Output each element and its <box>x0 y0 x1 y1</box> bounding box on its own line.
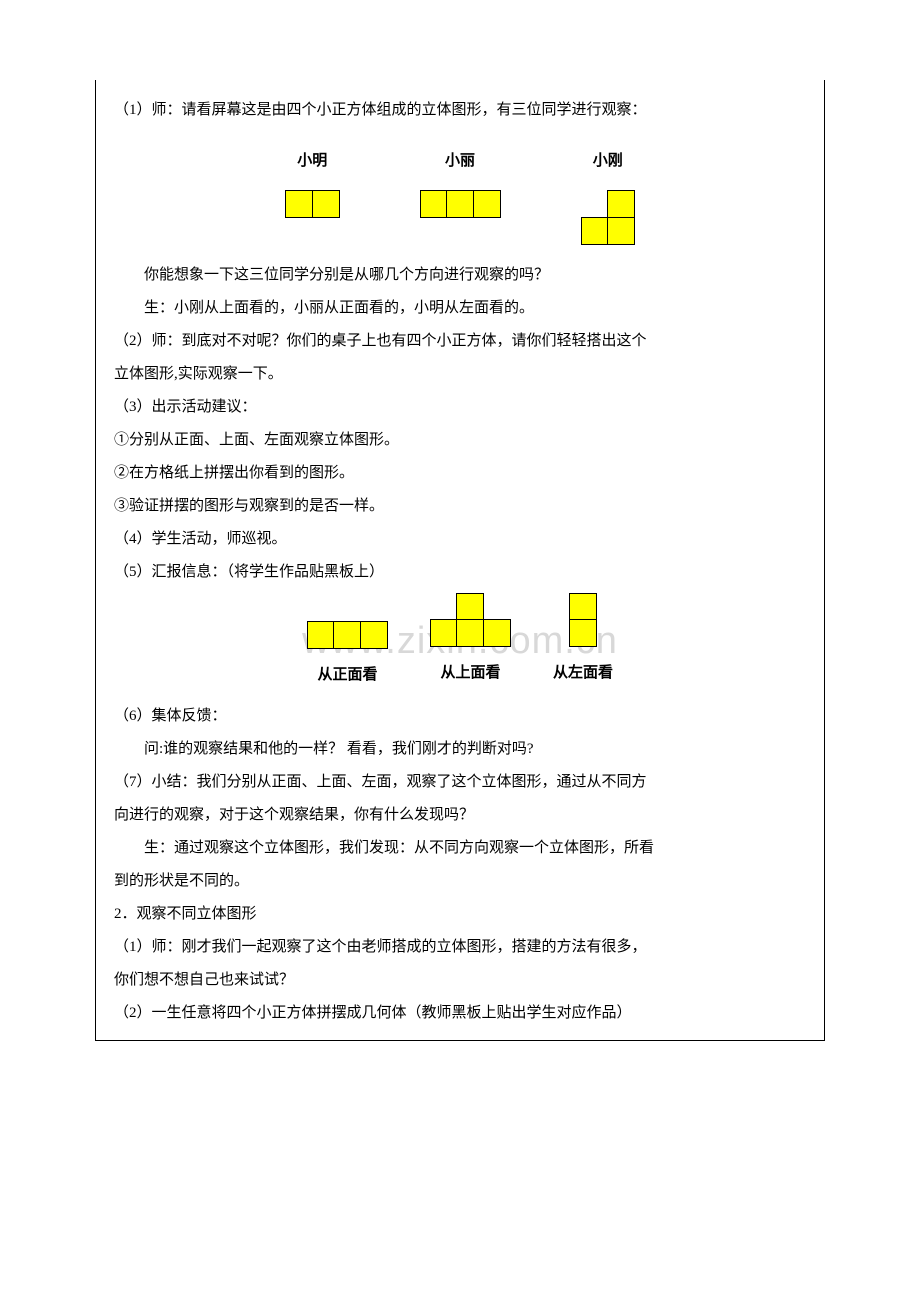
grid-xiaoming <box>285 190 340 218</box>
text-line: 到的形状是不同的。 <box>114 865 806 898</box>
shape-left: 从左面看 <box>553 593 613 692</box>
text-line: （6）集体反馈： <box>114 700 806 733</box>
text-line: 生：小刚从上面看的，小丽从正面看的，小明从左面看的。 <box>114 292 806 325</box>
grid-cell <box>446 190 474 218</box>
text-line: 2．观察不同立体图形 <box>114 898 806 931</box>
grid-cell <box>420 190 448 218</box>
label-left: 从左面看 <box>553 657 613 690</box>
text-line: （1）师：请看屏幕这是由四个小正方体组成的立体图形，有三位同学进行观察： <box>114 94 806 127</box>
shape-top: 从上面看 <box>430 593 511 692</box>
label-top: 从上面看 <box>440 657 500 690</box>
shape-front: 从正面看 <box>307 593 388 692</box>
grid-cell <box>569 619 597 647</box>
grid-cell <box>285 190 313 218</box>
text-line: （1）师：刚才我们一起观察了这个由老师搭成的立体图形，搭建的方法有很多， <box>114 931 806 964</box>
page-content: （1）师：请看屏幕这是由四个小正方体组成的立体图形，有三位同学进行观察： 小明 … <box>95 80 825 1041</box>
text-line: 问:谁的观察结果和他的一样？ 看看，我们刚才的判断对吗? <box>114 733 806 766</box>
text-line: （4）学生活动，师巡视。 <box>114 523 806 556</box>
text-line: ③验证拼摆的图形与观察到的是否一样。 <box>114 490 806 523</box>
grid-front <box>307 621 388 649</box>
text-line: 你能想象一下这三位同学分别是从哪几个方向进行观察的吗？ <box>114 259 806 292</box>
text-line: 你们想不想自己也来试试？ <box>114 964 806 997</box>
text-line: ①分别从正面、上面、左面观察立体图形。 <box>114 424 806 457</box>
label-xiaoli: 小丽 <box>445 145 475 178</box>
shape-xiaogang: 小刚 <box>581 145 636 245</box>
result-shapes-row: 从正面看 从上面看 <box>114 593 806 692</box>
grid-cell <box>581 217 609 245</box>
result-shapes-wrap: www.zixin.com.cn 从正面看 <box>114 593 806 692</box>
grid-cell <box>360 621 388 649</box>
grid-cell <box>569 593 597 621</box>
grid-cell <box>307 621 335 649</box>
grid-left <box>569 593 597 648</box>
grid-cell-empty <box>483 593 511 621</box>
grid-xiaoli <box>420 190 501 218</box>
grid-cell <box>473 190 501 218</box>
grid-cell <box>456 619 484 647</box>
label-xiaoming: 小明 <box>297 145 327 178</box>
grid-top <box>430 593 511 648</box>
grid-cell <box>607 190 635 218</box>
grid-cell <box>483 619 511 647</box>
grid-cell-empty <box>430 593 458 621</box>
grid-cell <box>607 217 635 245</box>
text-line: （3）出示活动建议： <box>114 391 806 424</box>
grid-cell <box>430 619 458 647</box>
text-line: ②在方格纸上拼摆出你看到的图形。 <box>114 457 806 490</box>
grid-cell-empty <box>581 190 609 218</box>
shape-xiaoming: 小明 <box>285 145 340 245</box>
text-line: （5）汇报信息：（将学生作品贴黑板上） <box>114 556 806 589</box>
text-line: 立体图形,实际观察一下。 <box>114 358 806 391</box>
grid-xiaogang <box>581 190 636 245</box>
grid-cell <box>312 190 340 218</box>
text-line: （2）师：到底对不对呢？你们的桌子上也有四个小正方体，请你们轻轻搭出这个 <box>114 325 806 358</box>
text-line: （2）一生任意将四个小正方体拼摆成几何体（教师黑板上贴出学生对应作品） <box>114 997 806 1030</box>
observer-shapes-row: 小明 小丽 小刚 <box>114 145 806 245</box>
label-xiaogang: 小刚 <box>593 145 623 178</box>
label-front: 从正面看 <box>317 659 377 692</box>
text-line: 生：通过观察这个立体图形，我们发现：从不同方向观察一个立体图形，所看 <box>114 832 806 865</box>
grid-cell <box>333 621 361 649</box>
text-line: 向进行的观察，对于这个观察结果，你有什么发现吗？ <box>114 799 806 832</box>
grid-cell <box>456 593 484 621</box>
text-line: （7）小结：我们分别从正面、上面、左面，观察了这个立体图形，通过从不同方 <box>114 766 806 799</box>
shape-xiaoli: 小丽 <box>420 145 501 245</box>
